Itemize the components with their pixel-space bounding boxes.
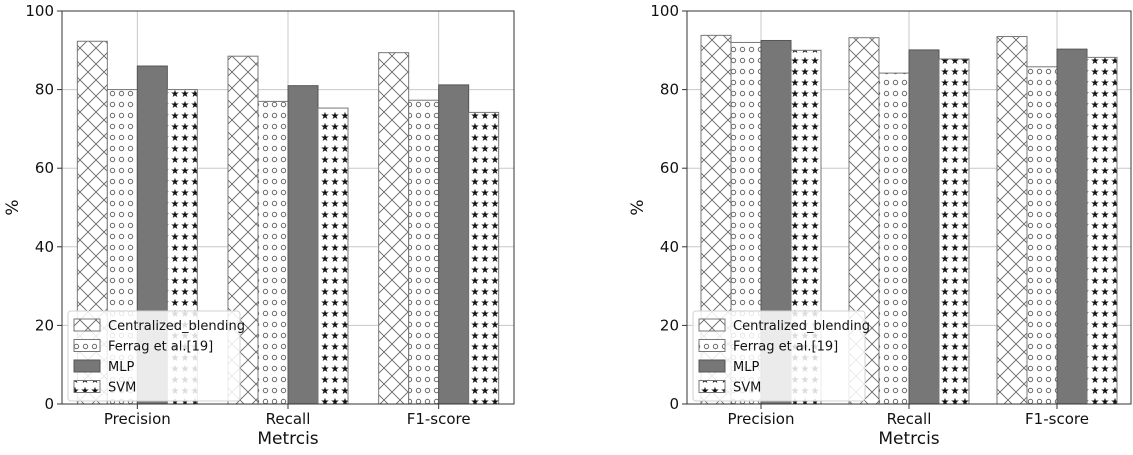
bar-centralized-blending-f1-score (996, 36, 1028, 405)
y-tick-label: 60 (660, 159, 679, 177)
y-tick-label: 0 (669, 395, 679, 413)
legend-label: SVM (108, 381, 136, 396)
legend-label: Centralized_blending (108, 319, 245, 334)
legend-box (67, 310, 241, 402)
x-tick-label: Precision (728, 410, 795, 428)
legend-label: MLP (108, 360, 134, 375)
legend-swatch (73, 318, 101, 332)
x-tick-label: Recall (266, 410, 311, 428)
legend-label: Ferrag et al.[19] (108, 340, 213, 355)
x-tick-label: F1-score (1025, 410, 1089, 428)
bar-svm-recall (938, 58, 970, 405)
y-axis-label: % (3, 199, 23, 215)
bar-mlp-recall (287, 85, 319, 405)
y-tick-label: 80 (660, 81, 679, 99)
bar-svm-f1-score (468, 111, 500, 405)
x-tick-label: Recall (887, 410, 932, 428)
legend-swatch (698, 359, 726, 373)
y-tick-label: 0 (44, 395, 54, 413)
legend-box (692, 310, 866, 402)
bar-mlp-recall (908, 49, 940, 405)
legend-swatch (73, 359, 101, 373)
x-axis-label: Metrcis (878, 429, 939, 449)
bar-svm-recall (317, 107, 349, 405)
x-tick-label: Precision (104, 410, 171, 428)
legend: Centralized_blending Ferrag et al.[19] MLP… (67, 310, 245, 402)
legend-swatch (698, 318, 726, 332)
y-tick-label: 40 (660, 238, 679, 256)
bar-ferrag-et-al-19--recall (878, 72, 910, 405)
y-tick-label: 60 (35, 159, 54, 177)
legend-swatch (73, 339, 101, 352)
legend-label: MLP (733, 360, 759, 375)
y-tick-label: 20 (660, 316, 679, 334)
x-axis-label: Metrcis (257, 429, 318, 449)
y-tick-label: 100 (650, 2, 679, 20)
bar-mlp-f1-score (438, 84, 470, 405)
legend-label: SVM (733, 381, 761, 396)
bar-ferrag-et-al-19--f1-score (1026, 66, 1058, 405)
legend-swatch (698, 339, 726, 352)
legend-swatch (698, 380, 726, 393)
right-chart-panel: 0 20 40 60 80 100 Precision Recall F1-score Metrc… (628, 2, 1132, 449)
legend: Centralized_blending Ferrag et al.[19] MLP… (692, 310, 870, 402)
legend-label: Centralized_blending (733, 319, 870, 334)
y-tick-label: 20 (35, 316, 54, 334)
y-axis-label: % (628, 199, 648, 215)
bar-svm-f1-score (1086, 56, 1118, 405)
y-tick-label: 100 (25, 2, 54, 20)
bar-centralized-blending-f1-score (378, 52, 410, 405)
y-tick-label: 40 (35, 238, 54, 256)
legend-swatch (73, 380, 101, 393)
left-chart-panel: 0 20 40 60 80 100 Precision Recall F1-score Metrc… (3, 2, 515, 449)
bar-ferrag-et-al-19--recall (257, 100, 289, 405)
bar-ferrag-et-al-19--f1-score (408, 99, 440, 405)
bar-mlp-f1-score (1056, 48, 1088, 405)
x-tick-label: F1-score (407, 410, 471, 428)
y-tick-label: 80 (35, 81, 54, 99)
legend-label: Ferrag et al.[19] (733, 340, 838, 355)
